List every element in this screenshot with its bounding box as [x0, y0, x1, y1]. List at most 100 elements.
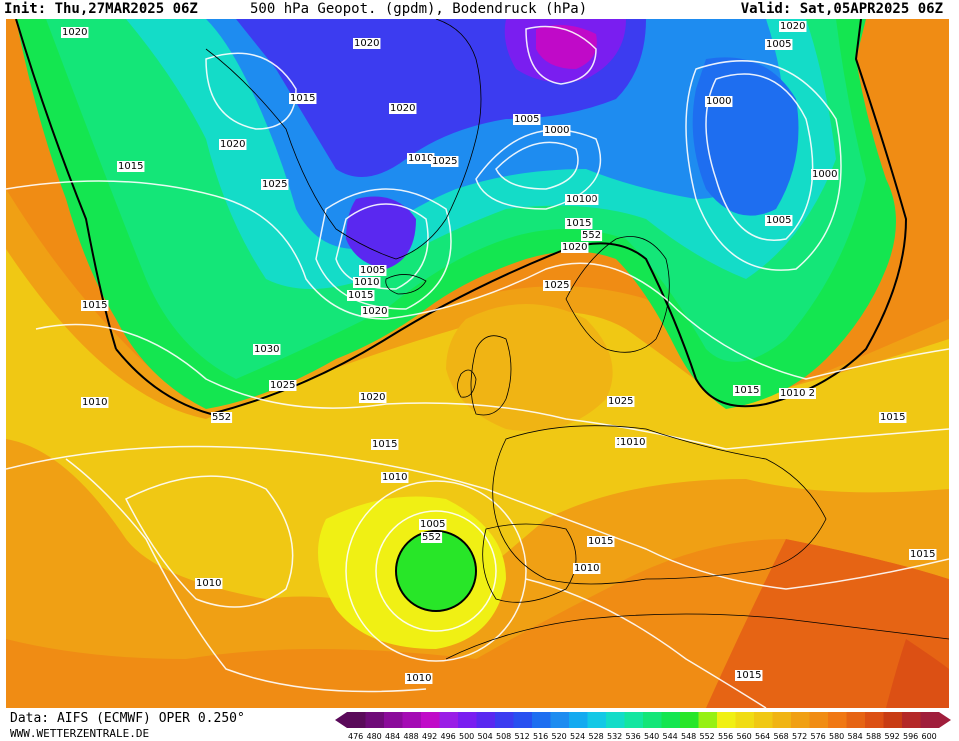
label-background	[705, 96, 733, 107]
isobar-label: 1025	[544, 280, 569, 291]
label-background	[513, 114, 541, 125]
isobar-label: 1010	[566, 194, 591, 205]
isobar-label: 1015	[910, 549, 935, 560]
isobar-label: 1015	[588, 536, 613, 547]
coastline-scandinavia	[565, 236, 670, 353]
isobar	[345, 480, 527, 662]
isobar-label: 1015	[82, 300, 107, 311]
legend-swatch	[643, 712, 662, 728]
isobar-label: 1010	[382, 472, 407, 483]
legend-tick-label: 572	[792, 732, 807, 740]
isobar-label: 1020	[220, 139, 245, 150]
label-background	[581, 230, 603, 241]
isobar	[124, 475, 294, 608]
isobar-label: 1010	[196, 578, 221, 589]
label-background	[253, 344, 281, 355]
legend-swatch	[902, 712, 921, 728]
isobar	[685, 60, 842, 271]
label-background	[565, 194, 593, 205]
isobar-label: 1015	[734, 385, 759, 396]
legend-tick-label: 500	[459, 732, 474, 740]
label-background	[381, 472, 409, 483]
legend-tick-label: 484	[385, 732, 400, 740]
isobars	[6, 25, 949, 708]
coastline-ireland	[457, 369, 477, 398]
legend-swatch	[421, 712, 440, 728]
polar-vortex-center	[536, 25, 597, 69]
isobar-label: 1025	[270, 380, 295, 391]
isobar-labels: 1020 1015 1020 1025 1015 1030 1025 1010 …	[61, 21, 937, 684]
legend-right-arrow	[939, 712, 951, 728]
legend-swatch	[458, 712, 477, 728]
legend-tick-label: 532	[607, 732, 622, 740]
legend-tick-label: 508	[496, 732, 511, 740]
weather-map: 1020 1015 1020 1025 1015 1030 1025 1010 …	[6, 19, 949, 708]
label-background	[359, 392, 387, 403]
legend-swatch	[680, 712, 699, 728]
isobar-label: 1015	[372, 439, 397, 450]
isobar-label: 1010 2	[780, 388, 815, 399]
legend-swatch	[624, 712, 643, 728]
coastline-iceland	[385, 274, 427, 295]
legend-swatch	[735, 712, 754, 728]
geopotential-552-contour	[115, 19, 908, 416]
legend-swatch	[402, 712, 421, 728]
legend-tick-label: 524	[570, 732, 585, 740]
isobar-label: 1010	[574, 563, 599, 574]
ridge-yellow-band	[6, 249, 949, 619]
label-background	[353, 277, 381, 288]
label-background	[261, 179, 289, 190]
label-background	[219, 139, 247, 150]
iberian-cutoff-low	[396, 531, 476, 611]
legend-swatch	[661, 712, 680, 728]
label-background	[389, 103, 417, 114]
header-bar: Init: Thu,27MAR2025 06Z 500 hPa Geopot. …	[0, 0, 959, 19]
legend-tick-label: 516	[533, 732, 548, 740]
isobar-label: 1020	[562, 242, 587, 253]
isobar-label: 1015	[290, 93, 315, 104]
legend-swatch	[513, 712, 532, 728]
isobar-label: 1010	[82, 397, 107, 408]
label-background	[543, 125, 571, 136]
legend-swatch	[772, 712, 791, 728]
isobar-label: 1010	[620, 437, 645, 448]
legend-tick-label: 512	[515, 732, 530, 740]
label-background	[431, 156, 459, 167]
legend-tick-label: 528	[589, 732, 604, 740]
label-background	[289, 93, 317, 104]
legend-tick-label: 556	[718, 732, 733, 740]
legend-swatch	[698, 712, 717, 728]
coastline-greenland	[205, 19, 482, 260]
legend-tick-label: 588	[866, 732, 881, 740]
isobar-label: 1005	[766, 39, 791, 50]
isobar-label: 1025	[432, 156, 457, 167]
isobar-label: 1025	[262, 179, 287, 190]
label-background	[419, 519, 447, 530]
isobar	[205, 52, 297, 130]
legend-tick-label: 552	[700, 732, 715, 740]
southeast-hot-area	[886, 639, 949, 708]
isobar	[375, 510, 497, 632]
label-background	[735, 670, 763, 681]
legend-swatch	[439, 712, 458, 728]
legend-swatch	[865, 712, 884, 728]
isobar-label: 552	[422, 532, 441, 543]
legend-tick-label: 540	[644, 732, 659, 740]
legend-swatch	[828, 712, 847, 728]
coastline-europe	[492, 425, 827, 585]
label-background	[211, 412, 233, 423]
atlantic-low-blue	[346, 196, 416, 269]
label-background	[195, 578, 223, 589]
legend-tick-label: 544	[663, 732, 678, 740]
label-background	[269, 380, 297, 391]
coastlines	[205, 19, 949, 660]
label-background	[587, 536, 615, 547]
isobar	[525, 578, 767, 708]
legend-tick-label: 568	[774, 732, 789, 740]
label-background	[117, 161, 145, 172]
isobar-label: 1020	[354, 38, 379, 49]
iberian-cutoff-outline	[395, 530, 477, 612]
isobar-label: 1020	[360, 392, 385, 403]
label-background	[81, 300, 109, 311]
label-background	[619, 437, 647, 448]
